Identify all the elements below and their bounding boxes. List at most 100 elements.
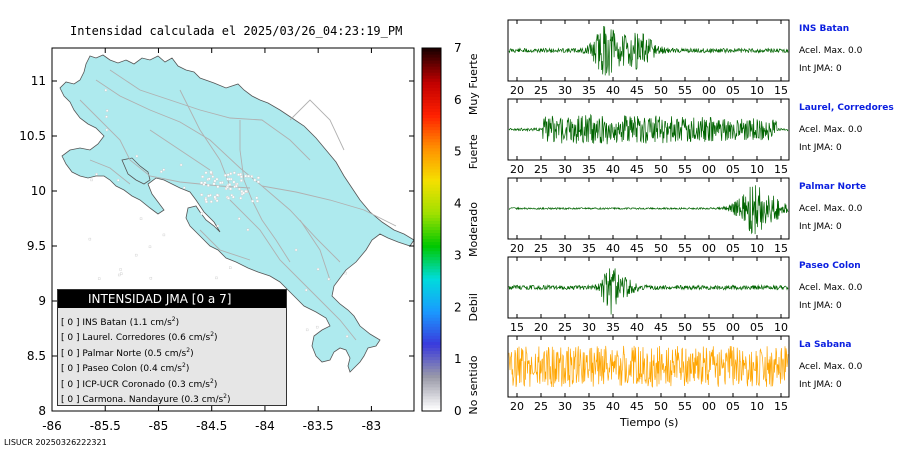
town-marker	[253, 178, 257, 182]
colorbar-segment	[422, 365, 441, 370]
colorbar-segment	[422, 75, 441, 79]
colorbar-segment	[422, 105, 441, 109]
colorbar-segment	[422, 129, 441, 134]
town-marker	[209, 170, 213, 174]
town-marker	[216, 224, 220, 228]
legend-header: INTENSIDAD JMA [0 a 7]	[58, 290, 286, 308]
town-marker	[160, 170, 163, 173]
waveform-tick-label: 50	[654, 400, 668, 413]
town-marker	[315, 325, 319, 329]
legend-row: [ 0 ] ICP-UCR Coronado (0.3 cm/s2)	[58, 374, 286, 390]
legend-row: [ 0 ] Carmona. Nandayure (0.3 cm/s2)	[58, 389, 286, 405]
waveform-trace	[508, 268, 789, 315]
station-jma-intensity: Int JMA: 0	[799, 380, 842, 390]
colorbar-segment	[422, 211, 441, 215]
colorbar-segment	[422, 90, 441, 94]
town-marker	[232, 180, 236, 184]
colorbar-tick-label: 6	[454, 93, 462, 107]
waveform-tick-label: 50	[654, 84, 668, 97]
town-marker	[211, 175, 215, 178]
colorbar-segment	[422, 383, 441, 388]
colorbar-segment	[422, 407, 441, 412]
colorbar-segment	[422, 317, 441, 321]
waveform-tick-label: 00	[702, 400, 716, 413]
colorbar-segment	[422, 175, 441, 179]
colorbar-segment	[422, 214, 441, 218]
legend-row-accel: (0.5 cm/s	[144, 348, 187, 359]
colorbar-segment	[422, 99, 441, 103]
colorbar-category-label: No sentido	[467, 355, 480, 414]
waveform-tick-label: 05	[750, 321, 764, 334]
town-marker	[238, 187, 241, 191]
town-marker	[237, 217, 241, 220]
colorbar-segment	[422, 217, 441, 221]
town-marker	[179, 163, 183, 167]
colorbar-segment	[422, 81, 441, 85]
waveform-tick-label: 55	[678, 84, 692, 97]
colorbar-segment	[422, 265, 441, 270]
waveform-tick-label: 15	[774, 400, 788, 413]
map-x-tick-label: -85.5	[90, 419, 121, 433]
station-jma-intensity: Int JMA: 0	[799, 222, 842, 232]
legend-row: [ 0 ] Laurel. Corredores (0.6 cm/s2)	[58, 327, 286, 344]
waveform-tick-label: 10	[750, 400, 764, 413]
colorbar-segment	[422, 187, 441, 191]
town-marker	[200, 181, 203, 185]
colorbar-segment	[422, 290, 441, 294]
colorbar-segment	[422, 329, 441, 333]
colorbar-segment	[422, 398, 441, 403]
town-marker	[162, 233, 166, 237]
town-marker	[183, 186, 186, 189]
colorbar-segment	[422, 111, 441, 116]
waveform-tick-label: 35	[582, 400, 596, 413]
waveform-tick-label: 40	[606, 163, 620, 176]
town-marker	[304, 288, 308, 292]
colorbar-segment	[422, 335, 441, 339]
town-marker	[257, 176, 260, 180]
town-marker	[207, 184, 210, 187]
colorbar-tick-label: 2	[454, 300, 462, 314]
station-name: Paseo Colon	[799, 261, 861, 271]
colorbar-segment	[422, 323, 441, 327]
colorbar-segment	[422, 72, 441, 76]
waveform-tick-label: 40	[630, 321, 644, 334]
waveform-tick-label: 30	[582, 321, 596, 334]
town-marker	[345, 335, 349, 338]
colorbar-segment	[422, 238, 441, 243]
map-x-tick-label: -83.5	[303, 419, 334, 433]
legend-row-close: )	[190, 348, 194, 359]
colorbar-segment	[422, 190, 441, 194]
colorbar-segment	[422, 69, 441, 73]
town-marker	[244, 174, 247, 178]
colorbar-segment	[422, 244, 441, 249]
waveform-tick-label: 45	[630, 84, 644, 97]
legend-row-close: )	[214, 333, 218, 344]
town-marker	[247, 174, 250, 178]
colorbar-category-label: Muy Fuerte	[467, 53, 480, 115]
colorbar-segment	[422, 241, 441, 246]
colorbar-segment	[422, 114, 441, 119]
colorbar-tick-label: 7	[454, 41, 462, 55]
colorbar-segment	[422, 96, 441, 100]
legend-row-intensity: [ 0 ]	[61, 348, 80, 359]
map-x-tick-label: -83	[362, 419, 382, 433]
colorbar-segment	[422, 162, 441, 167]
colorbar-segment	[422, 226, 441, 230]
colorbar-category-label: Moderado	[467, 202, 480, 257]
colorbar-segment	[422, 165, 441, 170]
legend-row: [ 0 ] Paseo Colon (0.4 cm/s2)	[58, 358, 286, 374]
legend-row-intensity: [ 0 ]	[61, 318, 80, 328]
colorbar-segment	[422, 377, 441, 382]
colorbar-category-label: Fuerte	[467, 134, 480, 169]
colorbar-segment	[422, 277, 441, 282]
colorbar-segment	[422, 259, 441, 264]
colorbar-segment	[422, 311, 441, 315]
waveform-trace	[508, 113, 789, 145]
colorbar-segment	[422, 169, 441, 173]
town-marker	[240, 179, 243, 182]
waveform-tick-label: 00	[726, 321, 740, 334]
legend-row-close: )	[175, 318, 180, 328]
town-marker	[207, 194, 210, 198]
town-marker	[119, 268, 122, 271]
